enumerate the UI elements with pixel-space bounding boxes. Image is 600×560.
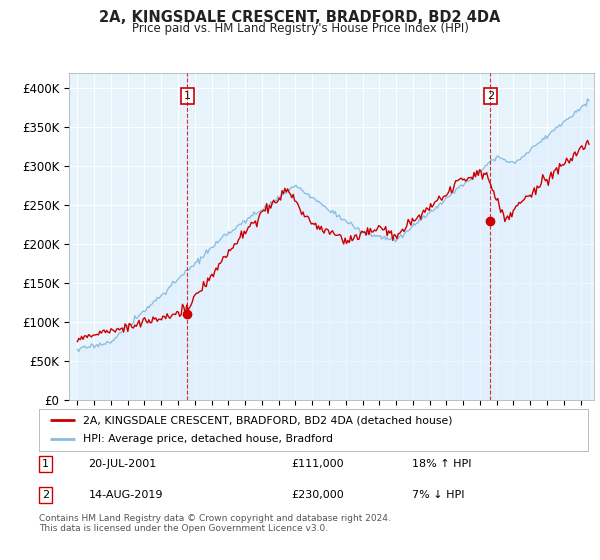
- Text: 18% ↑ HPI: 18% ↑ HPI: [412, 459, 472, 469]
- Text: 2A, KINGSDALE CRESCENT, BRADFORD, BD2 4DA (detached house): 2A, KINGSDALE CRESCENT, BRADFORD, BD2 4D…: [83, 415, 452, 425]
- Text: 20-JUL-2001: 20-JUL-2001: [88, 459, 157, 469]
- Text: 7% ↓ HPI: 7% ↓ HPI: [412, 490, 465, 500]
- Text: £111,000: £111,000: [292, 459, 344, 469]
- Text: 2A, KINGSDALE CRESCENT, BRADFORD, BD2 4DA: 2A, KINGSDALE CRESCENT, BRADFORD, BD2 4D…: [100, 10, 500, 25]
- Text: 2: 2: [42, 490, 49, 500]
- Text: 1: 1: [184, 91, 191, 101]
- Text: 2: 2: [487, 91, 494, 101]
- Text: Contains HM Land Registry data © Crown copyright and database right 2024.
This d: Contains HM Land Registry data © Crown c…: [39, 514, 391, 534]
- Text: Price paid vs. HM Land Registry's House Price Index (HPI): Price paid vs. HM Land Registry's House …: [131, 22, 469, 35]
- Text: HPI: Average price, detached house, Bradford: HPI: Average price, detached house, Brad…: [83, 435, 333, 445]
- Text: £230,000: £230,000: [292, 490, 344, 500]
- Text: 14-AUG-2019: 14-AUG-2019: [88, 490, 163, 500]
- Text: 1: 1: [42, 459, 49, 469]
